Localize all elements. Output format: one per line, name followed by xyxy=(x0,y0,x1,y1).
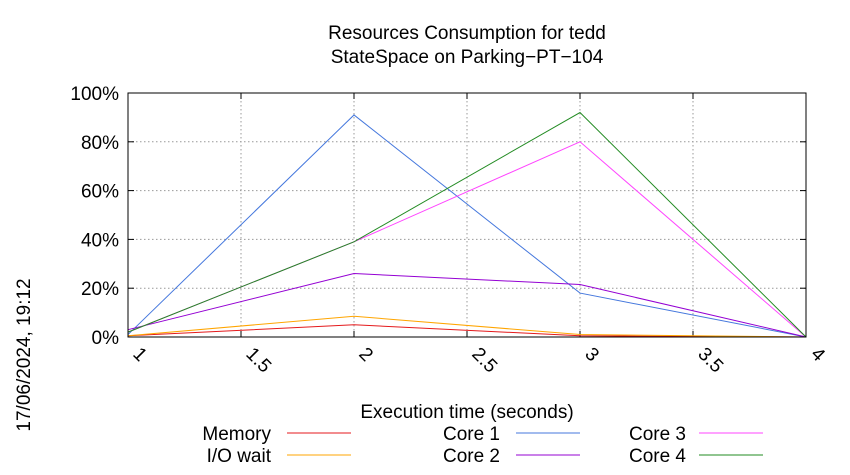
grid-lines xyxy=(127,92,807,338)
plot-frame xyxy=(127,92,807,338)
y-tick-labels: 0% 20% 40% 60% 80% 100% xyxy=(70,84,119,349)
chart-title-line2: StateSpace on Parking−PT−104 xyxy=(331,47,604,68)
y-tick-label: 60% xyxy=(81,182,119,203)
series-lines xyxy=(127,111,807,338)
y-tick-label: 20% xyxy=(81,279,119,300)
y-tick-label: 0% xyxy=(92,328,120,349)
timestamp-label: 17/06/2024, 19:12 xyxy=(14,278,35,431)
x-tick-label: 3 xyxy=(580,344,602,366)
legend-label: Core 3 xyxy=(629,424,686,445)
x-tick-label: 4 xyxy=(806,344,829,367)
legend-label: Core 1 xyxy=(443,424,500,445)
x-tick-label: 1.5 xyxy=(241,344,275,378)
x-tick-label: 2.5 xyxy=(467,344,501,378)
y-tick-label: 100% xyxy=(70,84,119,105)
y-tick-label: 80% xyxy=(81,133,119,154)
series-line-core-1 xyxy=(127,114,807,338)
series-line-memory xyxy=(127,324,807,338)
legend-label: I/O wait xyxy=(207,446,272,467)
x-tick-label: 1 xyxy=(128,344,150,366)
legend-label: Memory xyxy=(202,424,271,445)
x-tick-label: 3.5 xyxy=(693,344,727,378)
series-line-core-4 xyxy=(127,111,807,338)
x-axis-label: Execution time (seconds) xyxy=(360,402,573,423)
x-tick-label: 2 xyxy=(354,344,376,366)
legend-label: Core 2 xyxy=(443,446,500,467)
series-line-core-2 xyxy=(127,273,807,338)
legend-label: Core 4 xyxy=(629,446,686,467)
x-tick-labels: 1 1.5 2 2.5 3 3.5 4 xyxy=(128,344,829,378)
series-line-i-o-wait xyxy=(127,315,807,338)
chart-title-line1: Resources Consumption for tedd xyxy=(328,23,606,44)
y-tick-label: 40% xyxy=(81,230,119,251)
